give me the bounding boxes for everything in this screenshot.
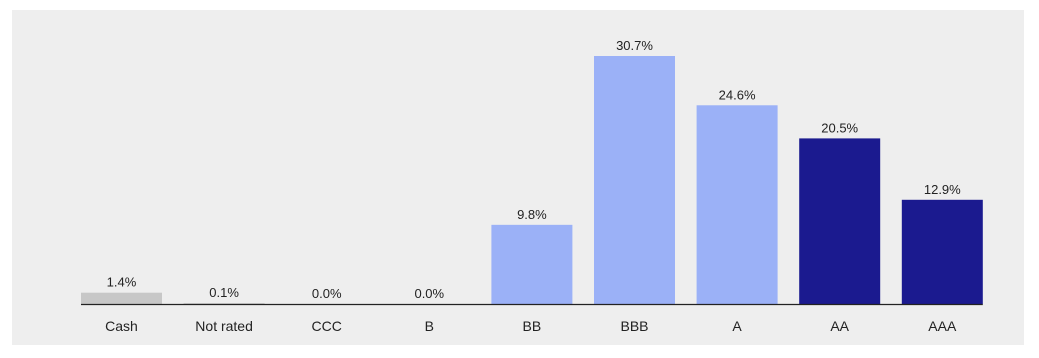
value-label-bb: 9.8%: [517, 207, 547, 222]
bar-bbb: [594, 56, 675, 304]
category-label-a: A: [732, 318, 742, 334]
bar-aaa: [901, 199, 983, 304]
category-label-aaa: AAA: [928, 318, 957, 334]
value-label-b: 0.0%: [414, 286, 444, 301]
category-label-bbb: BBB: [620, 318, 648, 334]
value-label-not-rated: 0.1%: [209, 285, 239, 300]
value-label-a: 24.6%: [719, 87, 756, 102]
bar-bb: [491, 224, 573, 304]
bar-aa: [799, 138, 881, 304]
value-label-cash: 1.4%: [107, 275, 137, 290]
bar-a: [696, 105, 778, 304]
category-label-not-rated: Not rated: [195, 318, 253, 334]
value-label-aaa: 12.9%: [924, 182, 961, 197]
value-label-ccc: 0.0%: [312, 286, 342, 301]
bar-cash: [81, 292, 162, 304]
category-label-b: B: [425, 318, 434, 334]
category-label-cash: Cash: [105, 318, 138, 334]
category-label-aa: AA: [830, 318, 849, 334]
category-label-bb: BB: [523, 318, 542, 334]
category-label-ccc: CCC: [312, 318, 342, 334]
value-label-bbb: 30.7%: [616, 38, 653, 53]
bar-not-rated: [183, 303, 265, 304]
value-label-aa: 20.5%: [821, 120, 858, 135]
